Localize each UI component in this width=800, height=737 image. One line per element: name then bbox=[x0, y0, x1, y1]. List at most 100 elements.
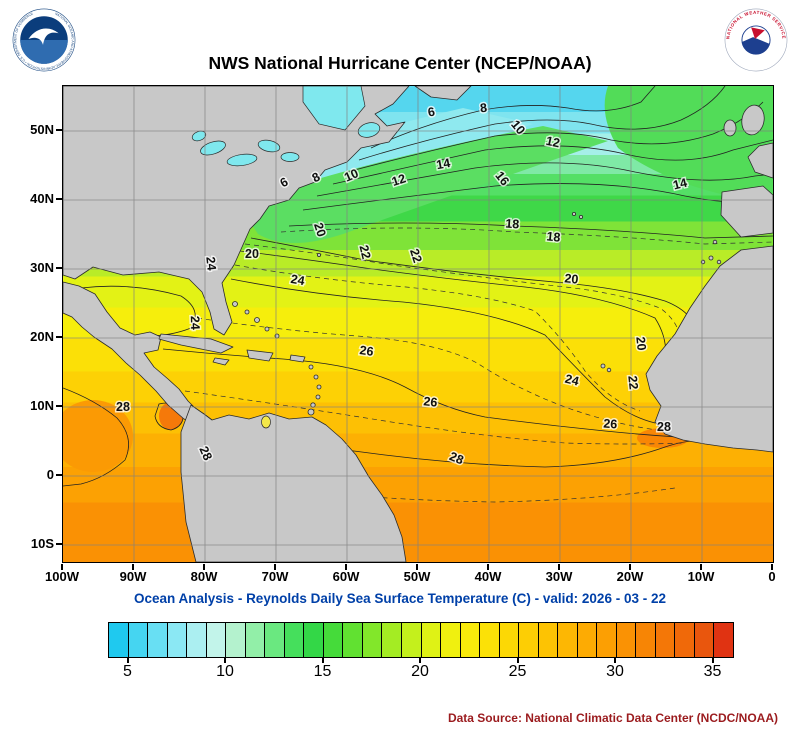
contour-label: 12 bbox=[390, 171, 408, 189]
colorbar-cell bbox=[401, 623, 422, 657]
contour-label: 20 bbox=[633, 336, 648, 351]
x-axis-tick-label: 100W bbox=[45, 569, 79, 584]
colorbar-cell bbox=[714, 623, 733, 657]
y-axis-tick bbox=[56, 474, 62, 476]
colorbar-cell bbox=[265, 623, 285, 657]
x-axis-tick bbox=[558, 564, 560, 570]
colorbar-tick bbox=[614, 658, 616, 663]
colorbar-cell bbox=[636, 623, 656, 657]
colorbar-cell bbox=[187, 623, 207, 657]
contour-label: 26 bbox=[359, 343, 375, 359]
lake-maracaibo bbox=[261, 415, 271, 429]
x-axis-tick bbox=[203, 564, 205, 570]
island-hispaniola bbox=[246, 349, 274, 362]
great-lake bbox=[257, 139, 281, 153]
contour-label: 22 bbox=[625, 375, 640, 390]
colorbar-tick bbox=[321, 658, 324, 663]
land-africa bbox=[645, 245, 773, 453]
land-north-america bbox=[63, 86, 410, 336]
island-jamaica bbox=[212, 357, 230, 366]
y-axis-tick-label: 50N bbox=[30, 122, 54, 137]
colorbar-cell bbox=[304, 623, 324, 657]
colorbar-cell bbox=[167, 623, 188, 657]
y-axis-tick bbox=[56, 336, 62, 338]
x-axis-tick bbox=[345, 564, 347, 570]
contour-label: 22 bbox=[356, 244, 373, 261]
x-axis-tick-label: 40W bbox=[474, 569, 502, 584]
colorbar-tick-label: 30 bbox=[606, 663, 624, 680]
colorbar-cell bbox=[519, 623, 539, 657]
land-ireland bbox=[723, 119, 737, 137]
contour-label: 14 bbox=[672, 176, 689, 193]
contour-label: 20 bbox=[311, 221, 329, 239]
colorbar-cell bbox=[421, 623, 442, 657]
land bbox=[63, 86, 773, 562]
colorbar-cell bbox=[284, 623, 305, 657]
colorbar-tick-label: 35 bbox=[703, 663, 722, 680]
map-caption: Ocean Analysis - Reynolds Daily Sea Surf… bbox=[134, 591, 666, 606]
x-axis-tick-label: 30W bbox=[545, 569, 573, 584]
contour-label: 18 bbox=[505, 217, 520, 232]
contour-label: 24 bbox=[564, 372, 581, 389]
contour-label: 26 bbox=[603, 417, 618, 432]
colorbar-cell bbox=[616, 623, 637, 657]
x-axis-tick bbox=[274, 564, 276, 570]
x-axis-tick bbox=[61, 564, 63, 570]
contour-label: 28 bbox=[116, 400, 130, 414]
contour-label: 26 bbox=[423, 394, 438, 409]
great-lake bbox=[280, 152, 300, 162]
x-axis-tick-label: 90W bbox=[119, 569, 147, 584]
colorbar-cell bbox=[675, 623, 695, 657]
nws-logo-icon: NATIONAL WEATHER SERVICE bbox=[724, 8, 788, 72]
y-axis-tick bbox=[56, 267, 62, 269]
colorbar-cell bbox=[694, 623, 715, 657]
island-puerto-rico bbox=[289, 354, 306, 363]
colorbar bbox=[108, 622, 734, 658]
contour-label: 20 bbox=[245, 247, 259, 261]
colorbar-tick-label: 5 bbox=[123, 663, 132, 680]
colorbar-cell bbox=[441, 623, 461, 657]
land-greenland bbox=[414, 86, 472, 101]
noaa-logo: NATIONAL OCEANIC AND ATMOSPHERIC ADMINIS… bbox=[12, 8, 76, 72]
land-france bbox=[747, 142, 773, 179]
data-source: Data Source: National Climatic Data Cent… bbox=[447, 711, 778, 725]
great-lake bbox=[191, 130, 207, 142]
x-axis-tick bbox=[771, 564, 773, 570]
colorbar-cell bbox=[597, 623, 617, 657]
colorbar-cell bbox=[128, 623, 149, 657]
colorbar-cell bbox=[499, 623, 520, 657]
x-axis-tick-label: 80W bbox=[190, 569, 218, 584]
contour-label: 14 bbox=[435, 156, 451, 172]
y-axis-tick bbox=[56, 405, 62, 407]
contour-label: 22 bbox=[407, 247, 425, 265]
colorbar-cell bbox=[362, 623, 383, 657]
great-lake bbox=[226, 153, 258, 167]
noaa-gull-icon bbox=[28, 28, 59, 45]
y-axis-tick-label: 20N bbox=[30, 329, 54, 344]
y-axis-tick-label: 10S bbox=[30, 536, 54, 551]
x-axis-tick-label: 60W bbox=[332, 569, 360, 584]
x-axis-tick-label: 0 bbox=[768, 569, 776, 584]
x-axis-tick-label: 10W bbox=[687, 569, 715, 584]
colorbar-tick-label: 25 bbox=[508, 663, 527, 680]
colorbar-cell bbox=[558, 623, 578, 657]
x-axis-tick bbox=[700, 564, 702, 570]
colorbar-cell bbox=[109, 623, 129, 657]
colorbar-tick-label: 20 bbox=[411, 663, 429, 680]
colorbar-tick bbox=[711, 658, 714, 663]
contour-label: 24 bbox=[203, 256, 218, 271]
inland-water bbox=[191, 86, 381, 429]
x-axis-tick bbox=[487, 564, 489, 570]
gulf-st-lawrence bbox=[357, 122, 381, 138]
colorbar-cell bbox=[206, 623, 227, 657]
x-axis-tick bbox=[629, 564, 631, 570]
colorbar-cell bbox=[577, 623, 598, 657]
contour-label: 28 bbox=[447, 449, 465, 467]
colorbar-tick bbox=[516, 658, 519, 663]
x-axis-tick bbox=[416, 564, 418, 570]
x-axis-tick bbox=[132, 564, 134, 570]
noaa-logo-icon: NATIONAL OCEANIC AND ATMOSPHERIC ADMINIS… bbox=[12, 8, 76, 72]
colorbar-cell bbox=[226, 623, 246, 657]
